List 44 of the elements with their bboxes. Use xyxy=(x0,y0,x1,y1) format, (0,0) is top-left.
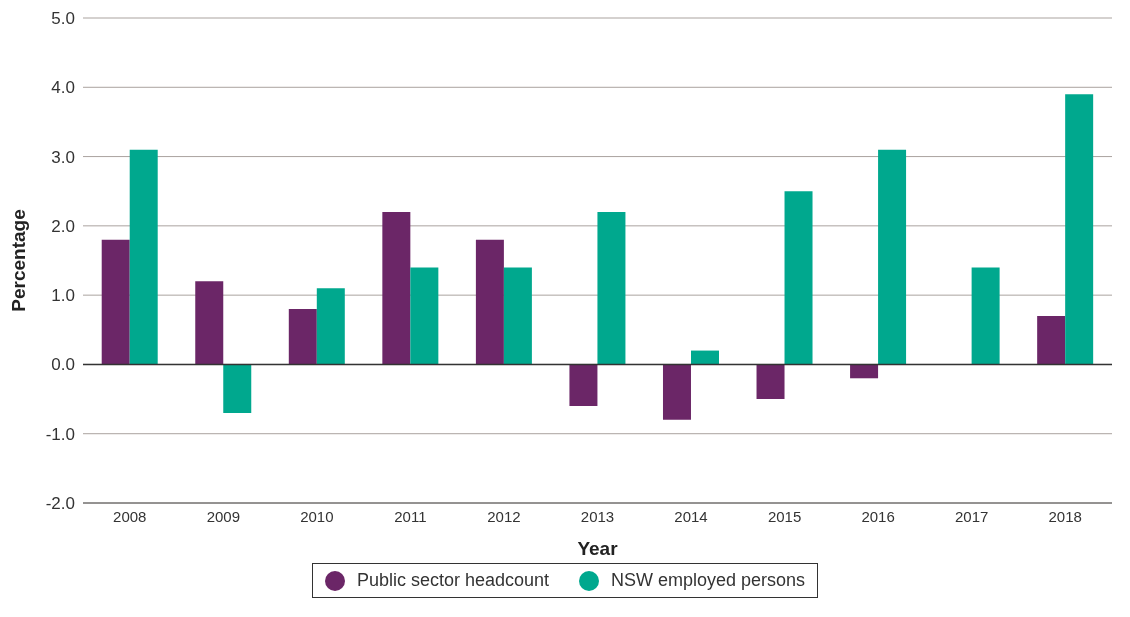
bar xyxy=(850,364,879,379)
x-tick-label: 2012 xyxy=(487,507,521,525)
y-tick-label: 0.0 xyxy=(51,355,75,375)
bar xyxy=(971,267,1000,365)
bar xyxy=(1037,315,1066,365)
y-tick-label: 2.0 xyxy=(51,216,75,236)
bar xyxy=(569,364,598,406)
bar xyxy=(101,239,130,365)
bar xyxy=(288,309,317,365)
y-tick-label: 5.0 xyxy=(51,9,75,29)
x-tick-label: 2018 xyxy=(1048,507,1082,525)
bar xyxy=(475,239,504,365)
x-tick-label: 2015 xyxy=(767,507,802,525)
bar xyxy=(662,364,691,420)
legend-label: Public sector headcount xyxy=(356,570,550,591)
x-tick-label: 2010 xyxy=(300,507,334,525)
bar xyxy=(1065,94,1094,365)
x-tick-label: 2016 xyxy=(861,507,895,525)
y-tick-label: 1.0 xyxy=(51,286,75,306)
y-tick-label: -2.0 xyxy=(45,494,75,514)
legend-label: NSW employed persons xyxy=(611,570,806,591)
bar xyxy=(690,350,719,365)
bar xyxy=(784,191,813,365)
x-tick-label: 2011 xyxy=(394,507,427,525)
y-tick-label: -1.0 xyxy=(45,424,75,444)
x-tick-label: 2014 xyxy=(674,507,708,525)
bar xyxy=(382,212,411,365)
x-axis-title: Year xyxy=(577,538,619,559)
y-axis-title: Percentage xyxy=(7,209,29,312)
x-tick-label: 2013 xyxy=(580,507,615,525)
x-tick-label: 2008 xyxy=(113,507,147,525)
y-tick-label: 3.0 xyxy=(51,147,75,167)
bar xyxy=(410,267,439,365)
y-tick-label: 4.0 xyxy=(51,78,75,98)
bar xyxy=(316,288,345,365)
bar xyxy=(223,364,252,413)
x-tick-label: 2017 xyxy=(954,507,989,525)
x-tick-label: 2009 xyxy=(206,507,241,525)
bar xyxy=(597,212,626,365)
bar xyxy=(756,364,785,400)
bar xyxy=(195,281,224,365)
bar xyxy=(503,267,532,365)
bar xyxy=(129,149,158,365)
bar xyxy=(878,149,907,365)
